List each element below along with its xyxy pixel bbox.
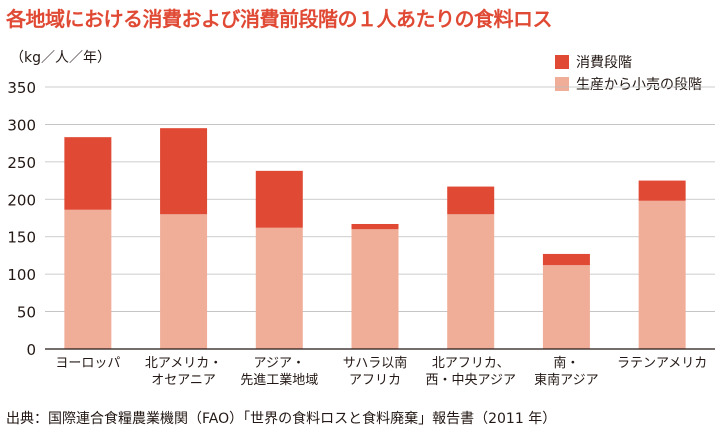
bar-production-1 — [160, 214, 208, 349]
bar-consumption-0 — [64, 137, 112, 210]
x-tick-label-5-0: 南・ — [553, 355, 579, 371]
y-tick-label-250: 250 — [7, 154, 36, 172]
x-tick-label-2-1: 先進工業地域 — [240, 372, 318, 388]
x-tick-label-4-1: 西・中央アジア — [425, 373, 515, 388]
bar-consumption-3 — [351, 223, 399, 230]
y-axis-unit-label: （kg／人／年） — [10, 50, 111, 66]
legend-label-consumption: 消費段階 — [576, 55, 632, 71]
y-tick-label-100: 100 — [7, 266, 36, 284]
legend: 消費段階 生産から小売の段階 — [555, 52, 702, 96]
y-tick-label-0: 0 — [26, 341, 36, 359]
legend-item-production: 生産から小売の段階 — [555, 74, 702, 94]
bar-consumption-6 — [638, 180, 686, 201]
y-tick-label-150: 150 — [7, 229, 36, 247]
bar-production-5 — [542, 265, 590, 349]
bar-production-4 — [447, 214, 495, 349]
bar-production-3 — [351, 229, 399, 349]
bar-production-6 — [638, 200, 686, 349]
y-tick-label-50: 50 — [17, 304, 36, 322]
legend-item-consumption: 消費段階 — [555, 52, 702, 72]
bar-consumption-5 — [542, 253, 590, 266]
legend-swatch-production — [555, 77, 569, 91]
x-tick-label-1-1: オセアニア — [151, 373, 216, 388]
legend-swatch-consumption — [555, 55, 569, 69]
x-tick-label-2-0: アジア・ — [254, 356, 305, 371]
y-tick-label-300: 300 — [7, 116, 36, 134]
chart-title: 各地域における消費および消費前段階の１人あたりの食料ロス — [6, 7, 553, 31]
x-tick-label-0-0: ヨーロッパ — [55, 356, 120, 371]
x-tick-label-3-0: サハラ以南 — [343, 355, 407, 371]
x-tick-label-5-1: 東南アジア — [534, 372, 598, 388]
x-tick-label-3-1: アフリカ — [349, 373, 401, 388]
x-tick-label-1-0: 北アメリカ・ — [145, 356, 222, 371]
bar-consumption-1 — [160, 128, 208, 215]
bar-production-2 — [255, 227, 303, 349]
source-note: 出典：国際連合食糧農業機関（FAO）「世界の食料ロスと食料廃棄」報告書（2011… — [6, 411, 557, 427]
legend-label-production: 生産から小売の段階 — [576, 77, 702, 93]
bar-consumption-2 — [255, 170, 303, 228]
bar-production-0 — [64, 209, 112, 349]
x-tick-label-6-0: ラテンアメリカ — [617, 356, 707, 371]
y-tick-label-200: 200 — [7, 191, 36, 209]
x-tick-label-4-0: 北アフリカ、 — [432, 356, 510, 371]
bar-consumption-4 — [447, 186, 495, 215]
y-tick-label-350: 350 — [7, 79, 36, 97]
